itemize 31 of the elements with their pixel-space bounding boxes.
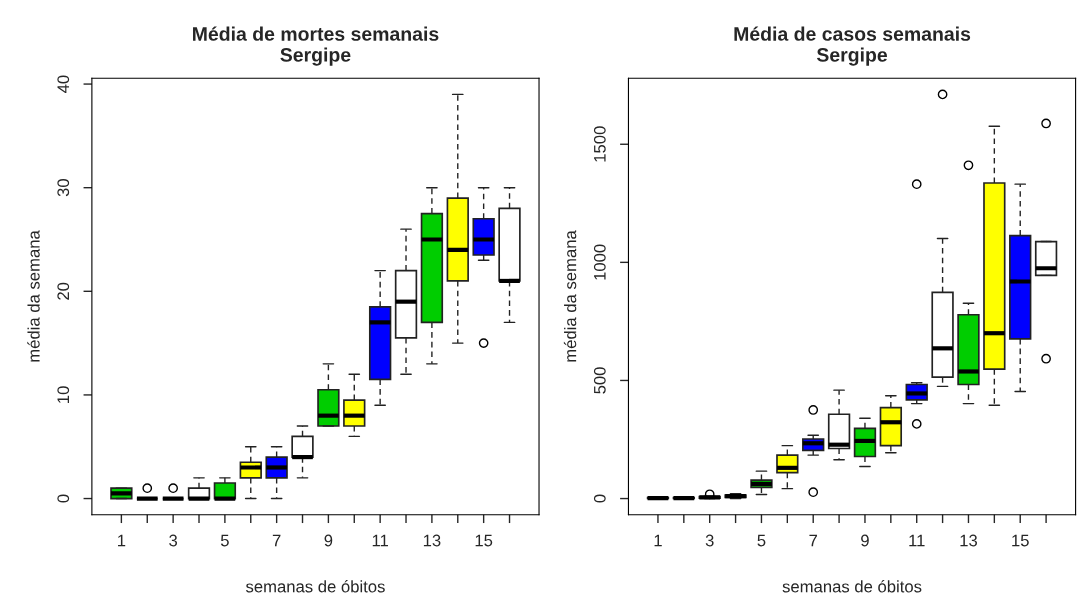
x-tick-label: 15 — [1012, 534, 1029, 547]
y-tick-label: 500 — [593, 367, 606, 394]
x-tick-label: 11 — [372, 534, 388, 547]
x-tick-label: 3 — [705, 534, 714, 547]
chart-title: Média de casos semanais Sergipe — [734, 26, 971, 66]
x-tick-label: 3 — [169, 534, 178, 547]
y-tick-label: 10 — [57, 386, 70, 403]
y-tick-label: 1500 — [593, 126, 606, 162]
y-tick-label: 1000 — [593, 244, 606, 280]
x-tick-label: 13 — [960, 534, 977, 547]
x-axis-title: semanas de óbitos — [782, 580, 922, 593]
x-tick-label: 1 — [654, 534, 662, 547]
y-axis-title: média da semana — [27, 230, 40, 362]
x-tick-label: 15 — [475, 534, 493, 547]
x-tick-label: 5 — [220, 534, 229, 547]
x-tick-label: 13 — [423, 534, 441, 547]
y-tick-label: 0 — [593, 494, 606, 503]
chart-title: Média de mortes semanais Sergipe — [193, 26, 439, 66]
x-tick-label: 7 — [809, 534, 818, 547]
x-tick-label: 5 — [757, 534, 766, 547]
x-axis-title: semanas de óbitos — [245, 580, 385, 593]
y-tick-label: 0 — [57, 494, 70, 503]
y-tick-label: 20 — [57, 282, 70, 300]
x-tick-label: 1 — [118, 534, 126, 547]
x-tick-label: 9 — [861, 534, 869, 547]
y-axis-title: média da semana — [563, 230, 577, 362]
x-tick-label: 7 — [272, 534, 281, 547]
x-tick-label: 11 — [909, 534, 925, 547]
x-tick-label: 9 — [324, 534, 333, 547]
y-tick-label: 40 — [57, 75, 70, 93]
y-tick-label: 30 — [57, 179, 70, 197]
